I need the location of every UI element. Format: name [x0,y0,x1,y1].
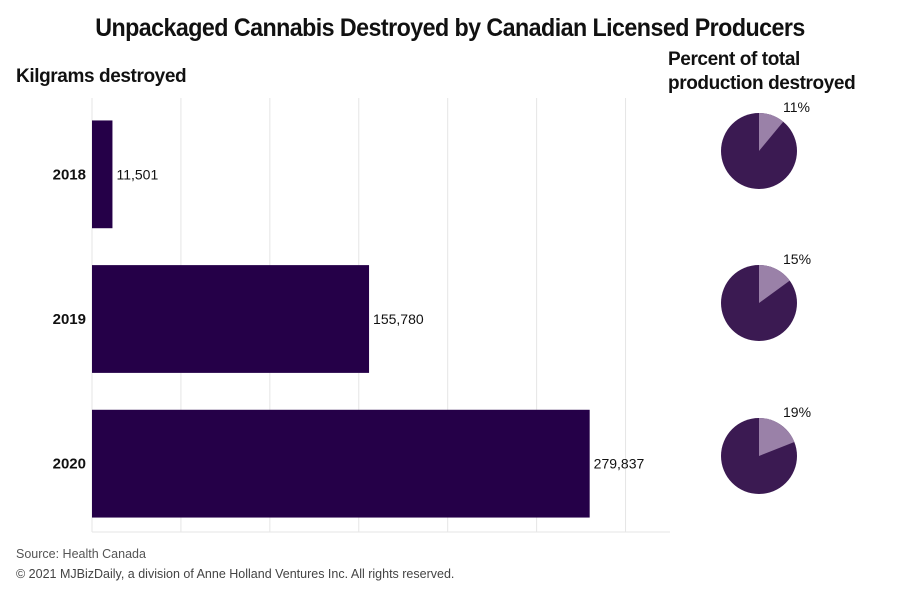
pie-panel-label: Percent of total production destroyed [668,48,888,96]
value-label-2019: 155,780 [373,311,424,327]
pie-panel-label-line2: production destroyed [668,73,856,94]
bar-2019 [92,265,370,373]
pie-destroyed-slice [759,113,784,151]
bar-panel-label: Kilgrams destroyed [16,66,187,87]
category-label-2020: 2020 [53,456,86,473]
copyright-note: © 2021 MJBizDaily, a division of Anne Ho… [16,567,455,581]
category-label-2019: 2019 [53,311,86,328]
pie-percent-label-2020: 19% [783,404,812,420]
source-note: Source: Health Canada [16,547,146,561]
pie-2020 [719,416,799,501]
category-label-2018: 2018 [53,166,86,183]
pie-percent-label-2019: 15% [783,251,812,267]
pie-2019 [719,263,799,348]
bar-2020 [92,409,590,518]
bar-2018 [92,120,113,229]
chart-title: Unpackaged Cannabis Destroyed by Canadia… [95,14,805,42]
value-label-2020: 279,837 [594,456,645,472]
pie-destroyed-slice [759,418,795,456]
pie-panel-label-line1: Percent of total [668,49,800,70]
value-label-2018: 11,501 [116,166,158,182]
pie-percent-label-2018: 11% [783,99,810,115]
pie-2018 [719,111,799,196]
pie-destroyed-slice [759,265,790,303]
